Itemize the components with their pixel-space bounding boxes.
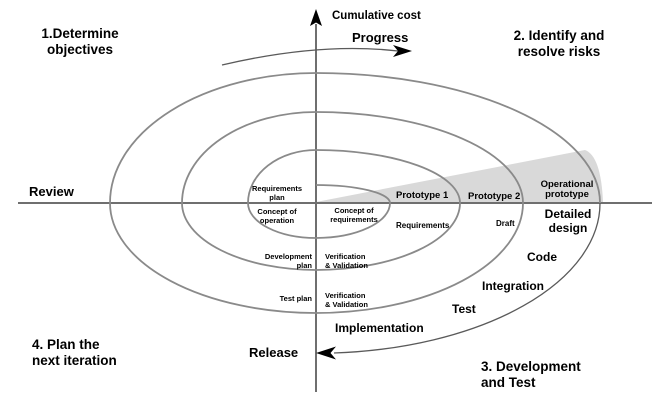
test-plan-label: Test plan bbox=[279, 294, 312, 303]
risk-wedge-shape bbox=[316, 150, 603, 202]
review-label: Review bbox=[29, 184, 74, 199]
requirements-plan-label: Requirements plan bbox=[251, 184, 302, 202]
progress-arrowhead-icon bbox=[393, 45, 412, 57]
implementation-label: Implementation bbox=[335, 321, 424, 335]
verification-validation-1-label: Verification & Validation bbox=[325, 252, 368, 270]
test-label: Test bbox=[452, 302, 476, 316]
concept-of-operation-label: Concept of operation bbox=[257, 207, 297, 225]
operational-prototype-label: Operational prototype bbox=[540, 179, 594, 200]
detailed-design-label: Detailed design bbox=[544, 207, 592, 235]
quadrant-4-label: 4. Plan the next iteration bbox=[32, 337, 117, 368]
verification-validation-2-label: Verification & Validation bbox=[325, 291, 368, 309]
cumulative-cost-label: Cumulative cost bbox=[332, 10, 421, 22]
progress-arrow-curve bbox=[221, 47, 399, 66]
development-plan-label: Development plan bbox=[264, 252, 312, 270]
requirements-label: Requirements bbox=[396, 221, 450, 230]
concept-of-requirements-label: Concept of requirements bbox=[330, 206, 378, 224]
cumulative-cost-arrowhead-icon bbox=[310, 9, 322, 26]
code-label: Code bbox=[527, 250, 557, 264]
quadrant-3-label: 3. Development and Test bbox=[481, 359, 581, 390]
integration-label: Integration bbox=[482, 279, 544, 293]
quadrant-2-label: 2. Identify and resolve risks bbox=[513, 28, 605, 59]
draft-label: Draft bbox=[496, 219, 515, 228]
spiral-curve bbox=[109, 72, 601, 314]
progress-label: Progress bbox=[352, 30, 409, 45]
prototype-1-label: Prototype 1 bbox=[396, 190, 449, 201]
quadrant-1-label: 1.Determine objectives bbox=[41, 26, 119, 57]
release-curve bbox=[333, 202, 601, 354]
prototype-2-label: Prototype 2 bbox=[468, 191, 521, 202]
release-arrowhead-icon bbox=[316, 346, 336, 360]
release-label: Release bbox=[249, 345, 299, 360]
